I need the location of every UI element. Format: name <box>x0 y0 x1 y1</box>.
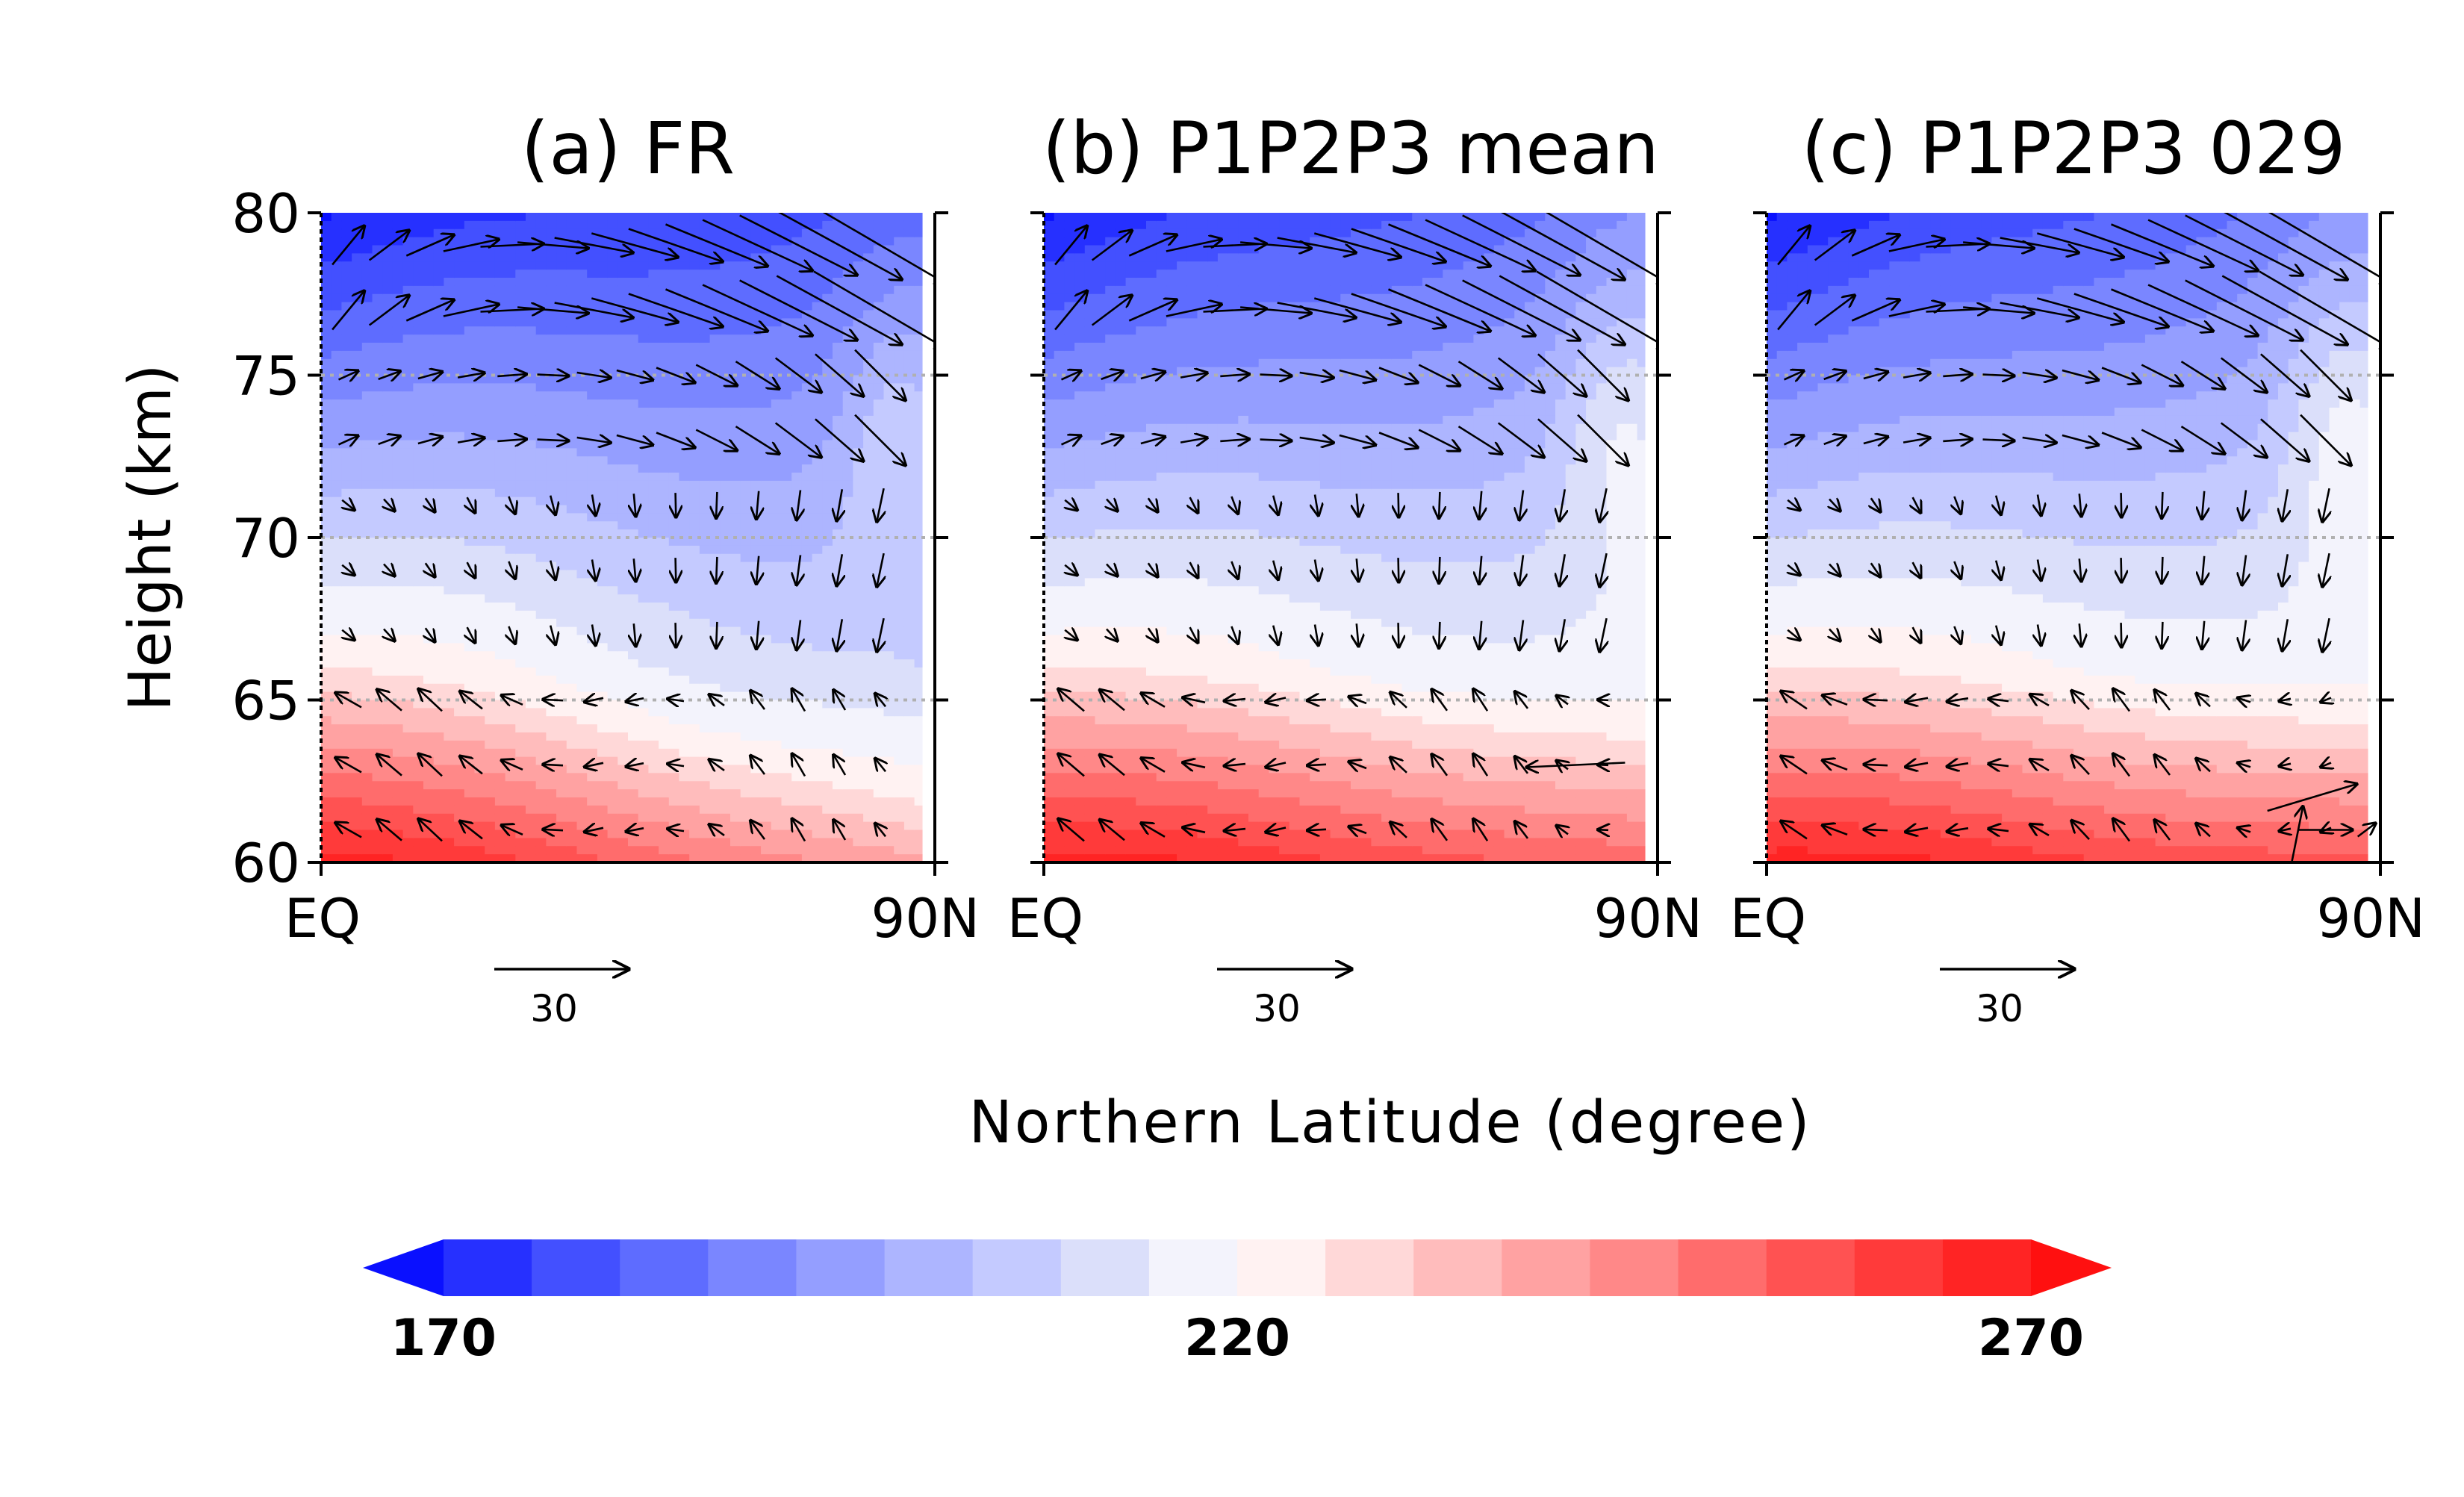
colorbar-segment <box>1590 1239 1679 1296</box>
colorbar-segment <box>1413 1239 1502 1296</box>
wind-arrow <box>1439 557 1440 583</box>
panel-title: (b) P1P2P3 mean <box>1042 107 1659 190</box>
colorbar-segment <box>1502 1239 1590 1296</box>
wind-arrow <box>1983 440 2015 441</box>
colorbar: 170 220 270 <box>363 1239 2112 1368</box>
panels-layer: 60 65 70 75 80 EQ 90N (a) FR 30 EQ 90N (b) P1P2P3 m… <box>231 107 2425 1030</box>
y-tick-label: 75 <box>231 345 300 408</box>
colorbar-label: 270 <box>1978 1309 2084 1368</box>
colorbar-segment <box>1943 1239 2032 1296</box>
wind-arrow <box>2121 558 2122 582</box>
colorbar-extend-high <box>2031 1239 2112 1296</box>
wind-arrow <box>538 375 569 376</box>
colorbar-segment <box>1149 1239 1238 1296</box>
wind-arrow <box>1439 492 1440 518</box>
wind-arrow <box>1260 375 1292 376</box>
reference-vector-label: 30 <box>1976 987 2023 1030</box>
colorbar-segment <box>1767 1239 1855 1296</box>
colorbar-segment <box>708 1239 797 1296</box>
x-tick-label: EQ <box>1730 887 1806 950</box>
x-tick-label: 90N <box>2317 887 2425 950</box>
y-tick-label: 80 <box>231 182 300 245</box>
x-axis-label: Northern Latitude (degree) <box>968 1089 1811 1157</box>
panel-a: 60 65 70 75 80 EQ 90N (a) FR 30 <box>231 107 980 1030</box>
colorbar-label: 170 <box>391 1309 497 1368</box>
wind-arrow <box>1260 440 1292 441</box>
x-tick-label: EQ <box>284 887 361 950</box>
wind-arrow <box>1439 622 1440 648</box>
colorbar-label: 220 <box>1184 1309 1290 1368</box>
wind-arrow <box>716 557 717 583</box>
x-tick-label: 90N <box>871 887 980 950</box>
y-tick-label: 70 <box>231 507 300 570</box>
y-tick-label: 60 <box>231 832 300 894</box>
y-axis-label: Height (km) <box>117 364 184 712</box>
reference-vector-label: 30 <box>530 987 578 1030</box>
colorbar-segment <box>885 1239 974 1296</box>
panel-title: (c) P1P2P3 029 <box>1802 107 2346 190</box>
colorbar-segment <box>1855 1239 1944 1296</box>
y-tick-label: 65 <box>231 670 300 732</box>
colorbar-segment <box>973 1239 1062 1296</box>
colorbar-segment <box>1679 1239 1767 1296</box>
colorbar-segment <box>1237 1239 1326 1296</box>
wind-arrow <box>538 440 569 441</box>
wind-arrow <box>716 622 717 648</box>
colorbar-extend-low <box>363 1239 444 1296</box>
wind-arrow <box>716 492 717 518</box>
panel-c: EQ 90N (c) P1P2P3 029 30 <box>1730 107 2425 1030</box>
panel-title: (a) FR <box>521 107 735 190</box>
colorbar-segment <box>1325 1239 1414 1296</box>
colorbar-segment <box>532 1239 620 1296</box>
x-tick-label: EQ <box>1007 887 1083 950</box>
colorbar-segment <box>444 1239 532 1296</box>
colorbar-segment <box>796 1239 885 1296</box>
wind-arrow <box>1983 375 2015 376</box>
reference-vector-label: 30 <box>1253 987 1301 1030</box>
wind-arrow <box>2121 623 2122 647</box>
colorbar-segment <box>620 1239 709 1296</box>
colorbar-segment <box>1061 1239 1150 1296</box>
x-tick-label: 90N <box>1594 887 1702 950</box>
panel-b: EQ 90N (b) P1P2P3 mean 30 <box>1007 107 1702 1030</box>
wind-arrow <box>2121 493 2122 517</box>
